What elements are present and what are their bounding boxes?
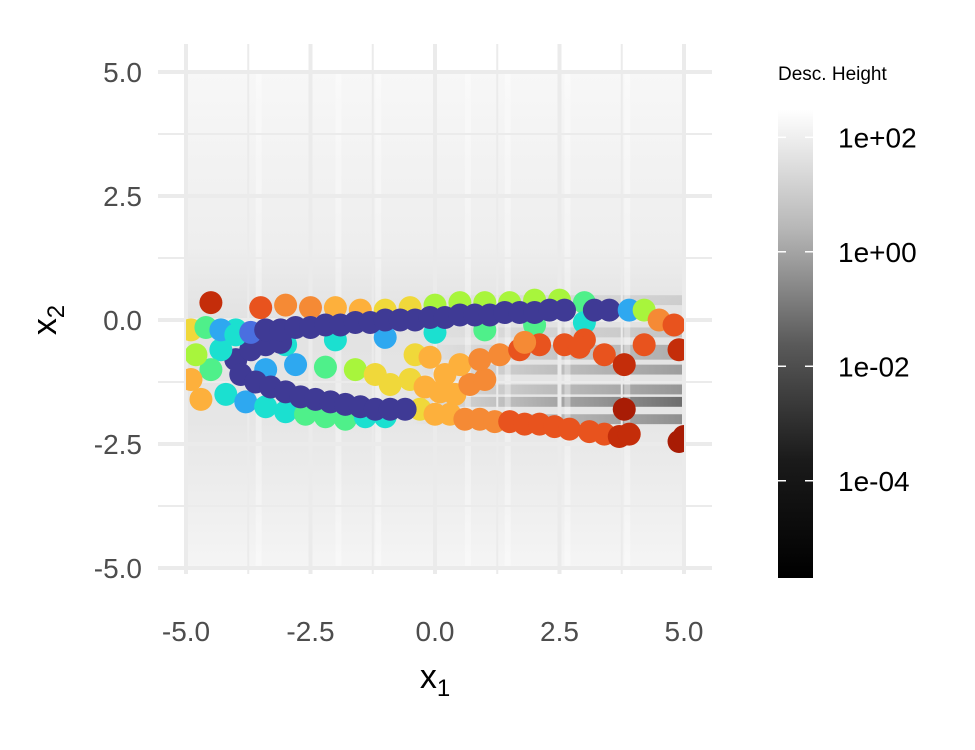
data-point xyxy=(343,358,367,382)
colorbar-tick-label: 1e+02 xyxy=(838,122,917,153)
x-axis-title: x1 xyxy=(420,658,450,702)
x-tick-label: 0.0 xyxy=(416,616,455,647)
data-point xyxy=(189,387,213,411)
y-axis-title-subscript: 2 xyxy=(43,305,70,318)
y-tick-label: 0.0 xyxy=(103,305,142,336)
data-point xyxy=(672,425,684,449)
data-point xyxy=(632,333,656,357)
data-point xyxy=(513,330,537,354)
height-field-band xyxy=(410,384,684,395)
height-field-band xyxy=(410,364,684,375)
x-tick-label: 2.5 xyxy=(540,616,579,647)
x-axis-title-main: x xyxy=(420,658,437,696)
data-point xyxy=(393,397,417,421)
x-tick-label: 5.0 xyxy=(665,616,704,647)
data-point xyxy=(299,296,322,320)
data-point xyxy=(612,397,636,421)
data-point xyxy=(234,390,258,414)
data-point xyxy=(617,422,641,446)
data-point xyxy=(199,291,223,315)
data-point xyxy=(473,368,497,392)
data-point xyxy=(662,313,684,337)
x-tick-label: -5.0 xyxy=(162,616,210,647)
data-point xyxy=(488,343,512,367)
data-point xyxy=(468,348,492,372)
data-point xyxy=(274,400,298,424)
colorbar-tick-label: 1e+00 xyxy=(838,237,917,268)
x-axis: -5.0 -2.5 0.0 2.5 5.0 xyxy=(162,616,704,647)
colorbar-gradient xyxy=(778,110,813,578)
data-point xyxy=(199,358,223,382)
data-point xyxy=(209,338,233,362)
data-point xyxy=(448,353,472,377)
data-points xyxy=(186,288,684,454)
data-point xyxy=(567,335,591,359)
colorbar: Desc. Height 1e-04 1e-02 1e+00 1e+02 xyxy=(778,64,917,578)
data-point xyxy=(418,345,442,369)
data-point xyxy=(254,395,278,419)
y-axis-title: x2 xyxy=(26,305,70,335)
y-tick-label: 2.5 xyxy=(103,181,142,212)
data-point xyxy=(557,417,581,441)
x-axis-title-subscript: 1 xyxy=(437,675,450,702)
data-point xyxy=(186,368,203,392)
data-point xyxy=(552,298,576,322)
y-tick-label: -5.0 xyxy=(94,553,142,584)
colorbar-tick-label: 1e-02 xyxy=(838,351,910,382)
y-axis-title-main: x xyxy=(26,318,64,335)
data-point xyxy=(249,296,273,320)
colorbar-title: Desc. Height xyxy=(778,64,887,85)
data-point xyxy=(667,338,684,362)
data-point xyxy=(378,372,402,396)
data-point xyxy=(612,353,636,377)
data-point xyxy=(597,298,621,322)
height-field-band xyxy=(410,327,684,338)
colorbar-ticks: 1e-04 1e-02 1e+00 1e+02 xyxy=(778,122,917,497)
y-tick-label: 5.0 xyxy=(103,57,142,88)
data-point xyxy=(186,343,208,367)
y-axis: -5.0 -2.5 0.0 2.5 5.0 xyxy=(94,57,142,584)
y-tick-label: -2.5 xyxy=(94,429,142,460)
data-point xyxy=(274,293,298,317)
x-tick-label: -2.5 xyxy=(286,616,334,647)
data-point xyxy=(214,382,238,406)
data-point xyxy=(592,343,616,367)
colorbar-tick-label: 1e-04 xyxy=(838,466,910,497)
data-point xyxy=(284,353,308,377)
data-point xyxy=(373,325,397,349)
data-point xyxy=(313,355,337,379)
data-point xyxy=(323,296,347,320)
plot-panel xyxy=(158,44,712,574)
height-field-band xyxy=(410,396,684,407)
